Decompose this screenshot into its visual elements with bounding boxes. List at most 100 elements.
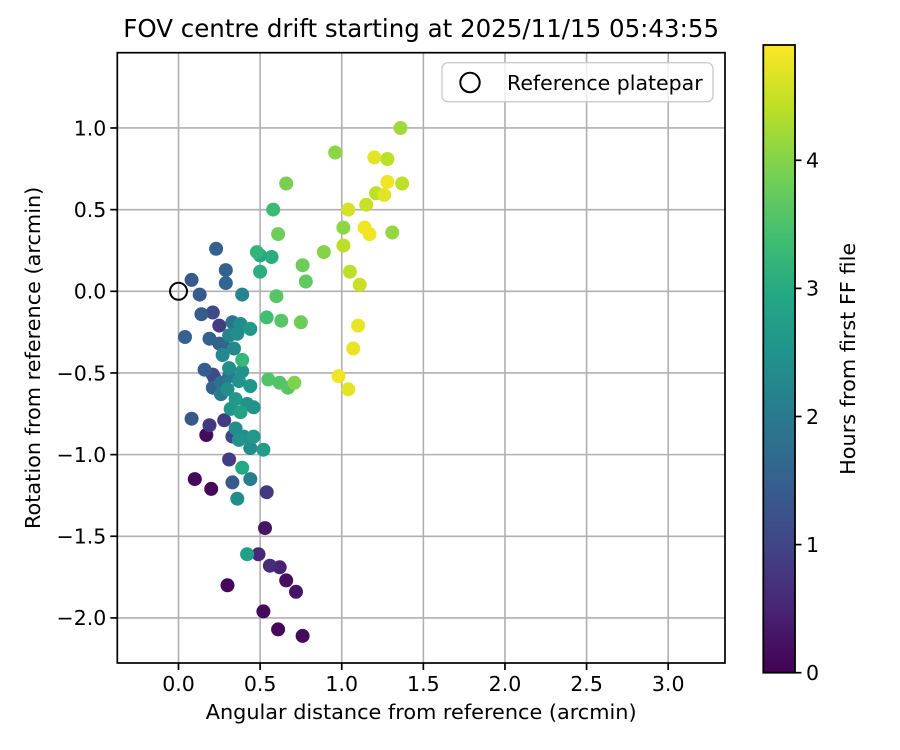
y-axis-label: Rotation from reference (arcmin): [21, 187, 45, 529]
axes-border: [116, 51, 726, 664]
y-tick-label: −1.0: [57, 443, 107, 467]
data-point: [202, 418, 217, 433]
data-point: [235, 287, 250, 302]
data-point: [243, 379, 258, 393]
x-tick-label: 0.5: [244, 672, 277, 696]
data-point: [328, 145, 343, 160]
data-point: [279, 573, 294, 588]
colorbar-tick-label: 3: [806, 277, 819, 301]
data-point: [293, 315, 308, 330]
data-point: [393, 121, 408, 135]
data-point: [205, 305, 220, 320]
data-point: [243, 472, 258, 487]
data-point: [298, 274, 313, 289]
colorbar-tick-label: 1: [806, 533, 819, 557]
data-point: [352, 277, 367, 292]
data-point: [341, 382, 356, 397]
data-point: [346, 341, 361, 356]
x-tick-label: 2.5: [570, 672, 603, 696]
data-point: [192, 287, 207, 302]
reference-platepar-marker: [169, 281, 189, 301]
y-tick-label: −1.5: [57, 525, 107, 549]
data-point: [380, 174, 395, 189]
data-point: [194, 307, 209, 322]
data-point: [380, 152, 395, 166]
data-point: [341, 202, 356, 217]
grid-lines: [117, 52, 725, 663]
open-circle-icon: [459, 71, 481, 94]
data-point: [274, 313, 289, 328]
data-point: [251, 547, 266, 562]
data-point: [197, 362, 212, 377]
y-tick-label: 0.5: [74, 198, 107, 222]
data-point: [240, 547, 255, 562]
y-tick-label: −0.5: [57, 361, 107, 385]
legend: Reference platepar: [441, 62, 714, 103]
colorbar-gradient: [763, 45, 795, 673]
x-tick-label: 1.0: [325, 672, 358, 696]
data-point: [249, 245, 264, 260]
data-point: [351, 318, 366, 333]
data-point: [246, 400, 261, 415]
data-point: [227, 341, 241, 356]
data-point: [395, 176, 410, 191]
data-point: [235, 352, 250, 367]
data-point: [261, 372, 276, 387]
colorbar-tick-label: 0: [806, 661, 819, 685]
y-tick-label: 1.0: [74, 116, 107, 140]
data-point: [184, 411, 199, 426]
legend-box: [441, 62, 714, 103]
data-point: [220, 578, 235, 593]
data-point: [362, 227, 377, 242]
data-point: [212, 318, 227, 333]
data-point: [231, 374, 246, 389]
data-point: [253, 264, 268, 279]
data-point: [289, 584, 303, 599]
y-tick-label: 0.0: [74, 280, 107, 304]
data-point: [230, 326, 245, 341]
x-tick-label: 3.0: [652, 672, 685, 696]
data-point: [222, 361, 237, 376]
y-tick-label: −2.0: [57, 606, 107, 630]
data-point: [222, 452, 237, 467]
data-point: [178, 330, 192, 344]
data-point: [230, 491, 245, 506]
data-point: [271, 622, 286, 637]
x-tick-label: 0.0: [162, 672, 195, 696]
colorbar-label: Hours from first FF file: [836, 243, 860, 475]
colorbar: 0 1 2 3 4 Hours from first FF file: [762, 44, 860, 685]
data-point: [235, 460, 250, 475]
colorbar-outline: [762, 44, 796, 674]
data-point: [259, 485, 274, 500]
data-point: [295, 258, 310, 273]
data-point: [377, 187, 392, 202]
data-point: [218, 263, 233, 278]
x-tick-label: 2.0: [489, 672, 522, 696]
data-point: [266, 202, 281, 217]
data-point: [256, 604, 271, 619]
data-point: [246, 429, 261, 444]
data-point: [220, 382, 235, 397]
colorbar-ticks: 0 1 2 3 4: [795, 149, 819, 685]
chart-title: FOV centre drift starting at 2025/11/15 …: [123, 14, 719, 43]
data-point: [204, 481, 219, 496]
data-point: [243, 441, 258, 456]
data-point: [258, 521, 272, 536]
data-point: [225, 475, 240, 490]
data-point: [269, 289, 284, 304]
data-point: [228, 392, 243, 407]
colorbar-tick-label: 2: [806, 405, 819, 429]
data-point: [209, 241, 224, 256]
data-point: [187, 472, 202, 487]
data-point: [218, 276, 233, 291]
data-point: [217, 413, 232, 428]
legend-label: Reference platepar: [507, 71, 703, 95]
data-point: [279, 176, 294, 191]
data-point: [287, 375, 302, 390]
data-point: [264, 250, 279, 264]
data-point: [295, 628, 310, 643]
data-point: [259, 310, 274, 325]
data-point: [336, 220, 351, 235]
